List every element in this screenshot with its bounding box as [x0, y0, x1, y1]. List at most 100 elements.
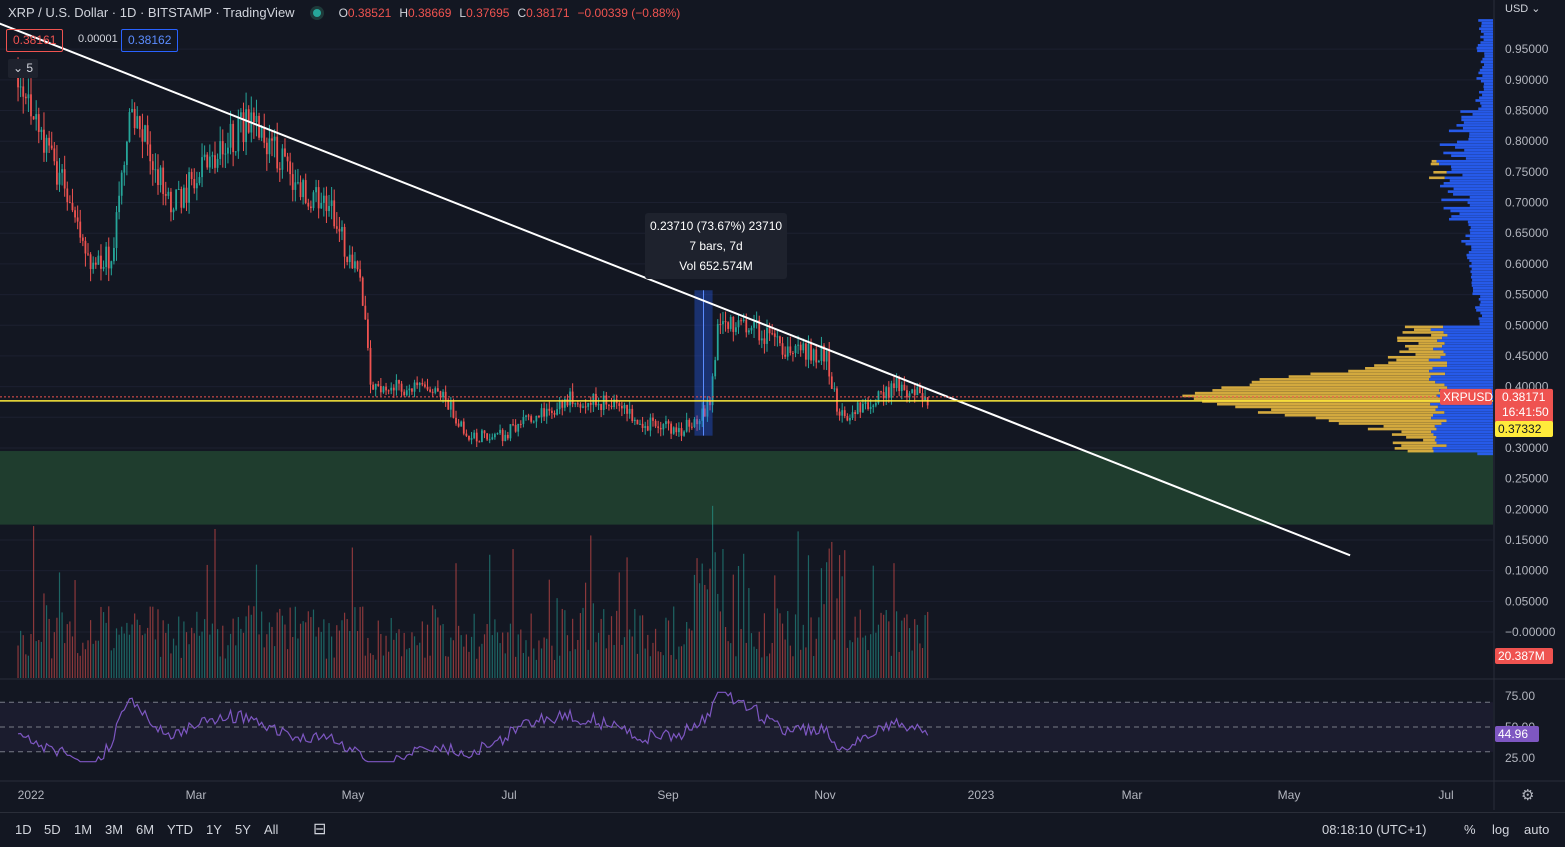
range-5y-button[interactable]: 5Y	[235, 822, 251, 837]
volume-bar	[491, 635, 493, 678]
candle-body	[478, 441, 481, 443]
candle-body	[312, 192, 315, 209]
volume-bar	[768, 653, 771, 678]
volume-bar	[706, 589, 709, 678]
candle-body	[447, 399, 450, 410]
profile-bar-blue	[1467, 220, 1493, 224]
candle-body	[711, 376, 714, 406]
range-1d-button[interactable]: 1D	[15, 822, 32, 837]
candle-body	[514, 424, 517, 432]
settings-gear-icon[interactable]: ⚙	[1521, 787, 1535, 804]
range-1m-button[interactable]: 1M	[74, 822, 93, 837]
candle-body	[789, 346, 792, 353]
profile-bar-blue	[1451, 154, 1493, 158]
date-range-calendar-icon[interactable]: ⊟	[313, 821, 327, 838]
volume-bar	[509, 623, 512, 678]
log-scale-toggle[interactable]: log	[1492, 822, 1510, 837]
symbol-title[interactable]: XRP / U.S. Dollar · 1D · BITSTAMP · Trad…	[8, 5, 295, 20]
profile-bar-blue	[1465, 242, 1493, 246]
volume-bar	[794, 614, 797, 678]
profile-bar-blue	[1429, 369, 1493, 373]
candle-body	[281, 148, 284, 170]
profile-bar-gold	[1430, 162, 1440, 166]
volume-bar	[595, 642, 597, 678]
volume-bar	[380, 634, 382, 678]
volume-bar	[522, 652, 524, 678]
price-tick-label: 0.30000	[1505, 441, 1549, 455]
volume-bar	[859, 609, 861, 678]
candle-body	[797, 344, 800, 346]
volume-bar	[144, 633, 146, 678]
profile-bar-blue	[1469, 132, 1493, 135]
indicators-toggle-button[interactable]: ⌄ 5	[8, 59, 38, 78]
sell-price-button[interactable]: 0.38161	[6, 29, 64, 52]
profile-bar-blue	[1482, 314, 1493, 318]
volume-bar	[704, 584, 706, 678]
candle-body	[610, 405, 613, 408]
time-axis[interactable]: 2022 Mar May Jul Sep Nov 2023 Mar May Jul	[18, 788, 1454, 802]
volume-bar	[159, 656, 162, 678]
profile-bar-blue	[1480, 41, 1493, 44]
profile-bar-blue	[1471, 248, 1493, 251]
range-5d-button[interactable]: 5D	[44, 822, 61, 837]
range-1y-button[interactable]: 1Y	[206, 822, 222, 837]
candle-body	[631, 408, 634, 422]
candle-body	[395, 379, 398, 391]
currency-selector[interactable]: USD ⌄	[1505, 2, 1541, 15]
volume-bar	[696, 558, 698, 678]
candle-body	[911, 389, 914, 394]
candle-body	[843, 410, 846, 417]
volume-bar	[574, 649, 576, 678]
volume-bar	[346, 619, 348, 678]
volume-bars	[17, 505, 929, 678]
candle-body	[159, 167, 162, 186]
trend-line[interactable]	[0, 19, 1351, 557]
candle-body	[224, 153, 227, 155]
profile-bar-blue	[1430, 375, 1493, 378]
volume-bar	[872, 565, 874, 678]
profile-bar-blue	[1453, 193, 1493, 196]
candle-body	[128, 112, 131, 142]
price-axis[interactable]: 0.95000 0.90000 0.85000 0.80000 0.75000 0.700…	[1493, 0, 1556, 810]
volume-bar	[61, 612, 63, 678]
volume-bar	[341, 620, 343, 678]
range-ytd-button[interactable]: YTD	[167, 822, 193, 837]
volume-bar	[893, 563, 895, 678]
price-tick-label: 0.70000	[1505, 196, 1549, 210]
range-3m-button[interactable]: 3M	[105, 822, 124, 837]
profile-bar-blue	[1471, 284, 1493, 287]
range-6m-button[interactable]: 6M	[136, 822, 155, 837]
candle-body	[105, 246, 108, 268]
volume-bar	[400, 656, 403, 678]
candle-body	[74, 210, 76, 218]
volume-bar	[610, 616, 613, 678]
volume-bar	[38, 639, 40, 678]
candle-body	[571, 391, 574, 404]
clock-time[interactable]: 08:18:10 (UTC+1)	[1322, 822, 1427, 837]
volume-bar	[71, 636, 74, 678]
volume-bar	[717, 593, 719, 678]
candle-body	[685, 419, 688, 432]
candle-body	[278, 168, 281, 170]
candle-body	[146, 125, 149, 145]
volume-bar	[789, 645, 791, 678]
candle-body	[379, 385, 382, 393]
volume-bar	[880, 612, 882, 678]
range-all-button[interactable]: All	[264, 822, 279, 837]
auto-scale-toggle[interactable]: auto	[1524, 822, 1550, 837]
volume-bar	[921, 648, 924, 678]
volume-bar	[460, 635, 462, 678]
profile-bar-blue	[1433, 433, 1493, 436]
candle-body	[499, 429, 501, 434]
candle-body	[273, 136, 276, 141]
candle-body	[214, 155, 216, 168]
buy-price-button[interactable]: 0.38162	[121, 29, 179, 52]
volume-bar	[424, 657, 426, 678]
percent-scale-toggle[interactable]: %	[1464, 822, 1476, 837]
profile-bar-blue	[1440, 355, 1493, 359]
volume-bar	[452, 640, 455, 678]
profile-bar-blue	[1482, 93, 1493, 97]
volume-bar	[831, 541, 833, 678]
candle-body	[784, 354, 787, 357]
